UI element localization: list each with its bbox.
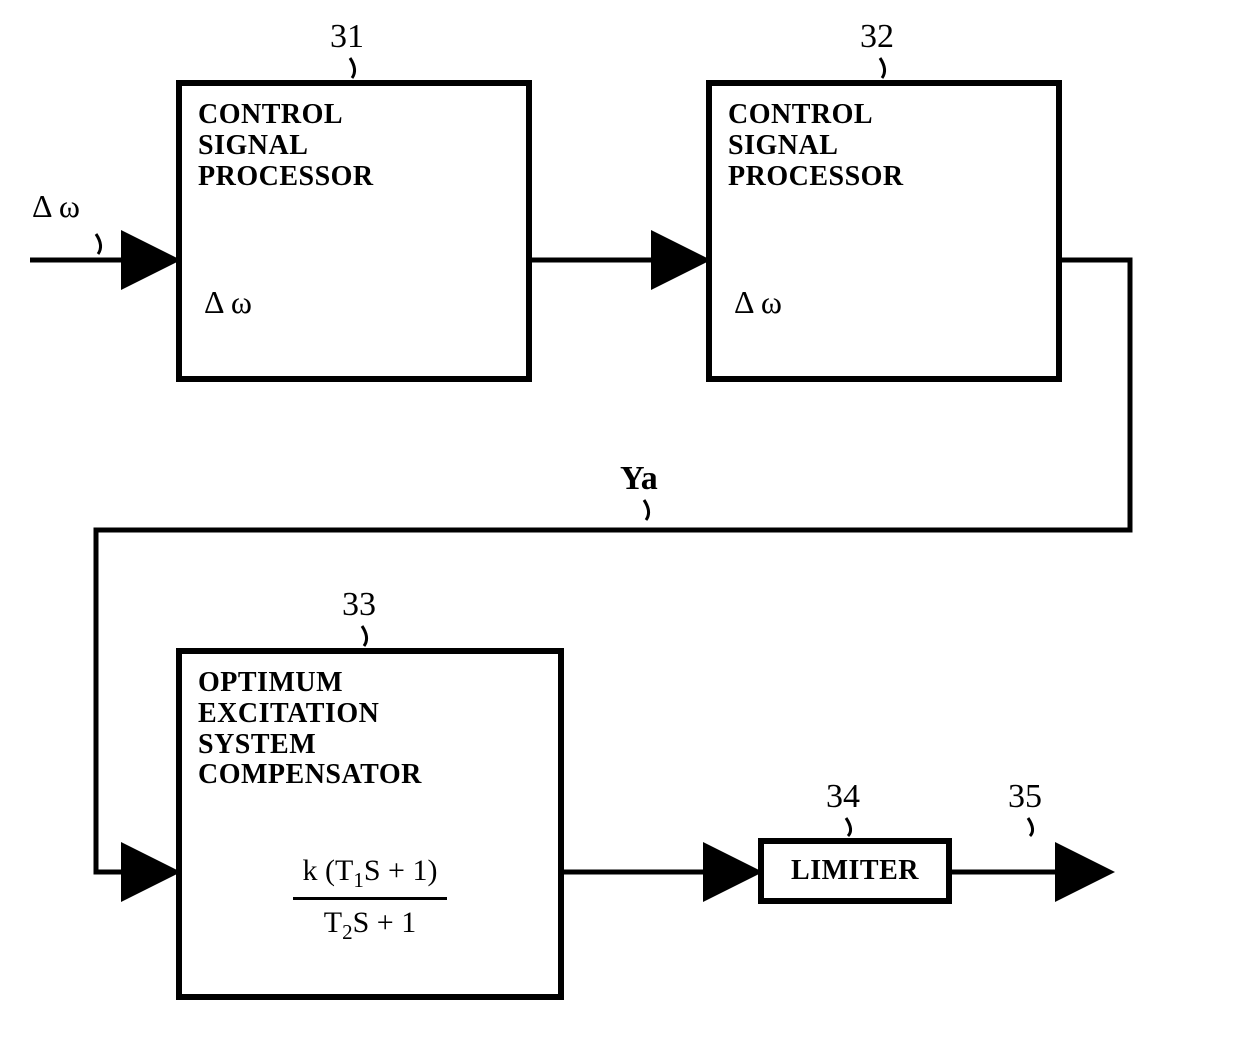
block-33-title: OPTIMUM EXCITATION SYSTEM COMPENSATOR [198, 668, 542, 791]
ref-35: 35 [1008, 778, 1042, 816]
tie-35 [1028, 818, 1033, 836]
block-32-title: CONTROL SIGNAL PROCESSOR [728, 100, 1040, 192]
tie-ya [644, 500, 649, 520]
block-33-formula: k (T1S + 1) T2S + 1 [182, 854, 558, 945]
tie-34 [846, 818, 851, 836]
block-31: CONTROL SIGNAL PROCESSOR Δ ω [176, 80, 532, 382]
block-33: OPTIMUM EXCITATION SYSTEM COMPENSATOR k … [176, 648, 564, 1000]
ref-34: 34 [826, 778, 860, 816]
tie-32 [880, 58, 885, 78]
block-34: LIMITER [758, 838, 952, 904]
input-label: Δ ω [32, 188, 80, 225]
ref-31: 31 [330, 18, 364, 56]
tie-31 [350, 58, 355, 78]
block-32-inner-label: Δ ω [734, 284, 782, 321]
block-34-title: LIMITER [791, 856, 919, 887]
block-31-title: CONTROL SIGNAL PROCESSOR [198, 100, 510, 192]
tie-delta-omega [96, 234, 101, 254]
block-32: CONTROL SIGNAL PROCESSOR Δ ω [706, 80, 1062, 382]
ref-33: 33 [342, 586, 376, 624]
ref-32: 32 [860, 18, 894, 56]
block-31-inner-label: Δ ω [204, 284, 252, 321]
tie-33 [362, 626, 367, 646]
signal-ya-label: Ya [620, 460, 658, 498]
